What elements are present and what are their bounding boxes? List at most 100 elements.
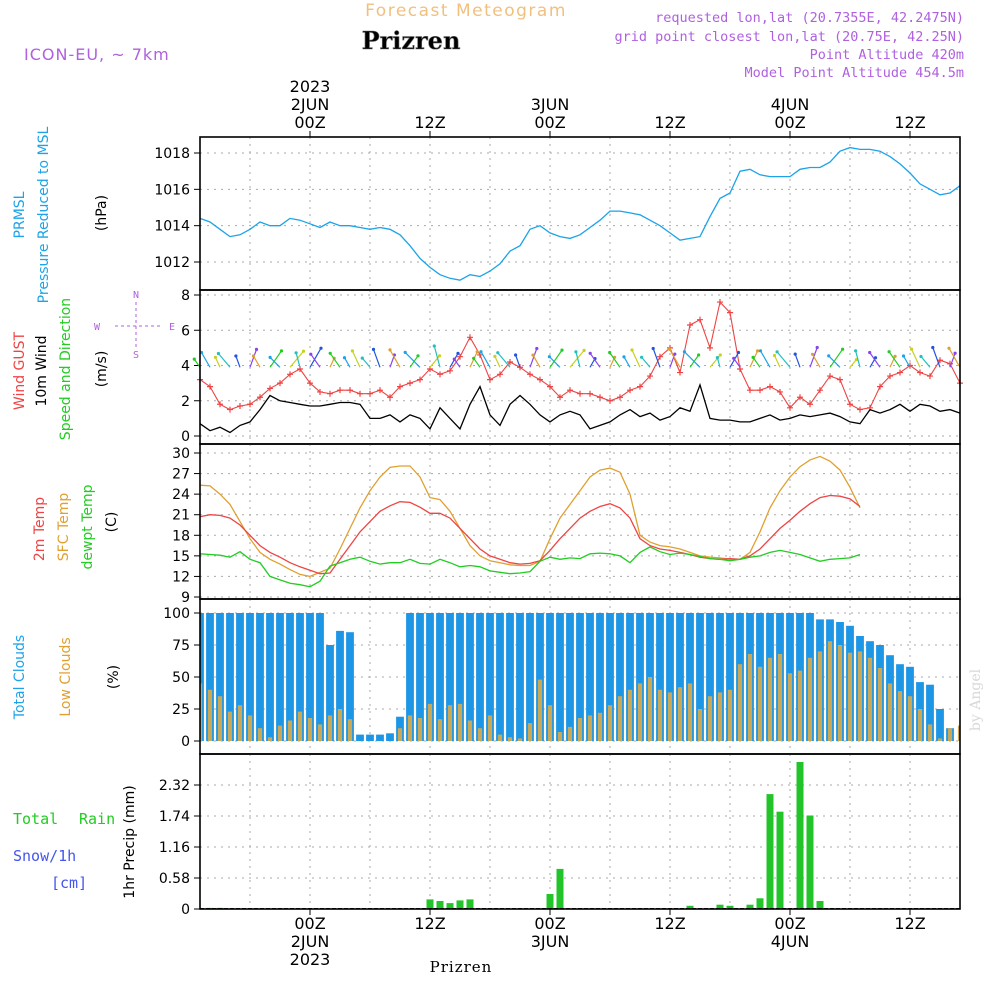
precip-panel: 0 0.58 1.16 1.74 2.32 — [159, 753, 961, 918]
low-clouds-bar — [607, 705, 613, 741]
wind-direction-arrow — [948, 347, 961, 368]
wind-direction-arrowhead — [815, 345, 819, 350]
low-clouds-bar — [847, 652, 853, 741]
wind-speed-line — [199, 382, 961, 434]
low-clouds-bar — [467, 720, 473, 741]
gust-marker — [527, 371, 533, 378]
wind-direction-arrowhead — [953, 351, 957, 355]
watermark: by Angel — [968, 668, 984, 731]
gust-marker — [747, 387, 753, 394]
wind-direction-arrow — [589, 352, 601, 368]
wind-direction-arrow — [759, 350, 771, 368]
wind-direction-arrow — [829, 348, 844, 368]
total-clouds-bar — [706, 613, 714, 741]
model-name: ICON-EU, ~ 7km — [24, 45, 170, 64]
compass-n: N — [133, 290, 139, 301]
temperature-ytick-label: 21 — [172, 508, 190, 524]
total-clouds-bar — [316, 613, 324, 741]
wind-direction-arrow — [631, 349, 641, 368]
gust-marker — [257, 394, 263, 401]
low-clouds-bar — [577, 718, 583, 741]
bottom-time-label: 3JUN — [531, 932, 570, 951]
bottom-time-label: 2023 — [290, 950, 331, 969]
top-time-label: 12Z — [414, 113, 445, 132]
wind-direction-arrowhead — [456, 351, 460, 355]
grid-point-coords: grid point closest lon,lat (20.75E, 42.2… — [615, 29, 965, 45]
gust-marker — [787, 404, 793, 411]
low-clouds-bar — [527, 723, 533, 741]
total-clouds-bar — [226, 613, 234, 741]
wind-direction-arrow — [910, 348, 921, 368]
wind-direction-arrow — [932, 347, 941, 368]
gust-marker — [317, 388, 323, 395]
low-clouds-bar — [657, 689, 663, 741]
total-clouds-bar — [606, 613, 614, 741]
wind-direction-arrowhead — [640, 355, 644, 359]
wind-direction-arrow — [794, 353, 801, 368]
wind-direction-arrowhead — [947, 346, 951, 350]
temperature-ytick-label: 24 — [172, 487, 190, 503]
temperature-ytick-label: 9 — [181, 590, 190, 606]
wind-direction-arrow — [473, 357, 481, 368]
gust-marker — [267, 385, 273, 392]
low-clouds-bar — [917, 709, 923, 741]
total-clouds-bar — [276, 613, 284, 741]
wind-direction-arrow — [217, 353, 231, 368]
low-clouds-bar — [837, 645, 843, 741]
requested-coords: requested lon,lat (20.7355E, 42.2475N) — [655, 10, 964, 26]
total-clouds-bar — [466, 613, 474, 741]
wind-direction-arrowhead — [432, 344, 436, 348]
total-clouds-bar — [246, 613, 254, 741]
low-clouds-bar — [777, 654, 783, 741]
wind-direction-arrowhead — [651, 346, 655, 351]
wind-ytick-label: 4 — [181, 359, 190, 375]
wind-direction-arrow — [652, 348, 661, 368]
wind-direction-arrow — [343, 357, 351, 368]
pressure-panel: 1012 1014 1016 1018 — [154, 136, 961, 291]
gust-marker — [457, 353, 463, 360]
temp2m-line — [199, 494, 861, 575]
low-clouds-bar — [317, 724, 323, 741]
low-clouds-bar — [307, 718, 313, 741]
pressure-unit: (hPa) — [94, 195, 110, 231]
total-clouds-bar — [696, 613, 704, 741]
total-clouds-bar — [376, 734, 384, 741]
gust-marker — [377, 387, 383, 394]
gust-marker — [827, 373, 833, 380]
clouds-ytick-label: 100 — [163, 606, 190, 622]
wind-direction-arrowhead — [472, 356, 476, 360]
wind-direction-arrow — [249, 349, 258, 368]
rain-bar — [446, 903, 454, 909]
low-clouds-bar — [627, 689, 633, 741]
total-clouds-bar — [326, 645, 334, 741]
low-clouds-bar — [487, 715, 493, 741]
precip-snow-label: Snow/1h — [13, 847, 76, 865]
clouds-unit: (%) — [106, 665, 122, 689]
pressure-ytick-label: 1016 — [154, 182, 190, 198]
top-time-label: 2023 — [290, 77, 331, 96]
total-clouds-bar — [586, 613, 594, 741]
precip-ytick-label: 1.74 — [159, 809, 190, 825]
wind-direction-arrowhead — [328, 351, 332, 355]
top-time-label: 3JUN — [531, 95, 570, 114]
wind-ytick-label: 2 — [181, 394, 190, 410]
low-clouds-bar — [677, 687, 683, 741]
low-clouds-label: Low Clouds — [58, 637, 74, 716]
rain-bar — [716, 904, 724, 909]
pressure-ytick-label: 1012 — [154, 255, 190, 271]
compass-w: W — [94, 322, 101, 333]
rain-bar — [456, 900, 464, 909]
low-clouds-bar — [687, 683, 693, 741]
gust-marker — [917, 369, 923, 376]
precip-snow-unit: [cm] — [51, 874, 87, 892]
gust-marker — [677, 369, 683, 376]
low-clouds-bar — [507, 737, 513, 741]
wind-direction-arrowhead — [452, 357, 456, 361]
total-clouds-bar — [596, 613, 604, 741]
wind-direction-arrow — [920, 356, 931, 368]
gust-marker — [777, 388, 783, 395]
low-clouds-bar — [397, 728, 403, 741]
low-clouds-bar — [667, 692, 673, 741]
gust-marker — [247, 401, 253, 408]
precip-total-label: Total — [13, 810, 58, 828]
